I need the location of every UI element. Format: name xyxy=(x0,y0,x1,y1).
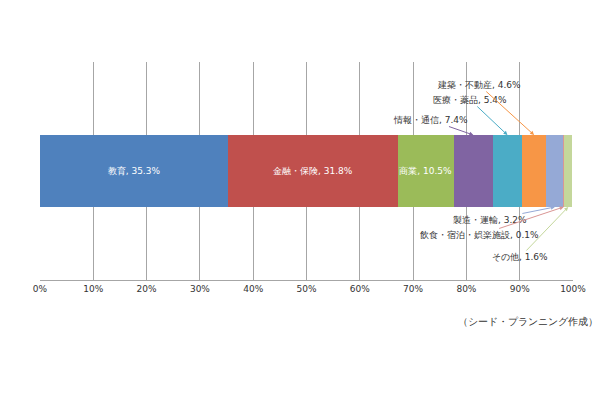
svg-text:50%: 50% xyxy=(296,284,316,294)
svg-text:金融・保険, 31.8%: 金融・保険, 31.8% xyxy=(273,166,353,176)
svg-text:教育, 35.3%: 教育, 35.3% xyxy=(108,166,161,176)
svg-text:40%: 40% xyxy=(243,284,263,294)
svg-text:飲食・宿泊・娯楽施設, 0.1%: 飲食・宿泊・娯楽施設, 0.1% xyxy=(420,230,539,240)
svg-text:製造・運輸, 3.2%: 製造・運輸, 3.2% xyxy=(453,215,527,225)
svg-text:70%: 70% xyxy=(403,284,423,294)
svg-text:60%: 60% xyxy=(350,284,370,294)
svg-text:0%: 0% xyxy=(33,284,48,294)
svg-text:医療・薬品, 5.4%: 医療・薬品, 5.4% xyxy=(433,95,507,105)
svg-text:商業, 10.5%: 商業, 10.5% xyxy=(399,166,452,176)
svg-text:30%: 30% xyxy=(190,284,210,294)
svg-text:情報・通信, 7.4%: 情報・通信, 7.4% xyxy=(393,115,468,125)
svg-text:100%: 100% xyxy=(560,284,586,294)
svg-text:80%: 80% xyxy=(456,284,476,294)
svg-text:建築・不動産, 4.6%: 建築・不動産, 4.6% xyxy=(437,80,521,90)
svg-text:10%: 10% xyxy=(83,284,103,294)
svg-text:その他, 1.6%: その他, 1.6% xyxy=(492,252,548,262)
svg-text:90%: 90% xyxy=(510,284,530,294)
svg-text:20%: 20% xyxy=(137,284,157,294)
svg-text:（シード・プランニング作成）: （シード・プランニング作成） xyxy=(458,316,598,327)
